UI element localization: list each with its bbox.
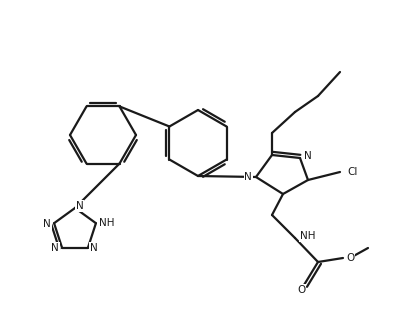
Text: N: N [304, 151, 312, 161]
Text: NH: NH [99, 218, 114, 228]
Text: N: N [51, 243, 59, 253]
Text: N: N [244, 172, 252, 182]
Text: O: O [297, 285, 305, 295]
Text: O: O [346, 253, 354, 263]
Text: N: N [76, 201, 84, 211]
Text: NH: NH [300, 231, 315, 241]
Text: N: N [90, 243, 98, 253]
Text: Cl: Cl [347, 167, 357, 177]
Text: N: N [43, 219, 51, 229]
